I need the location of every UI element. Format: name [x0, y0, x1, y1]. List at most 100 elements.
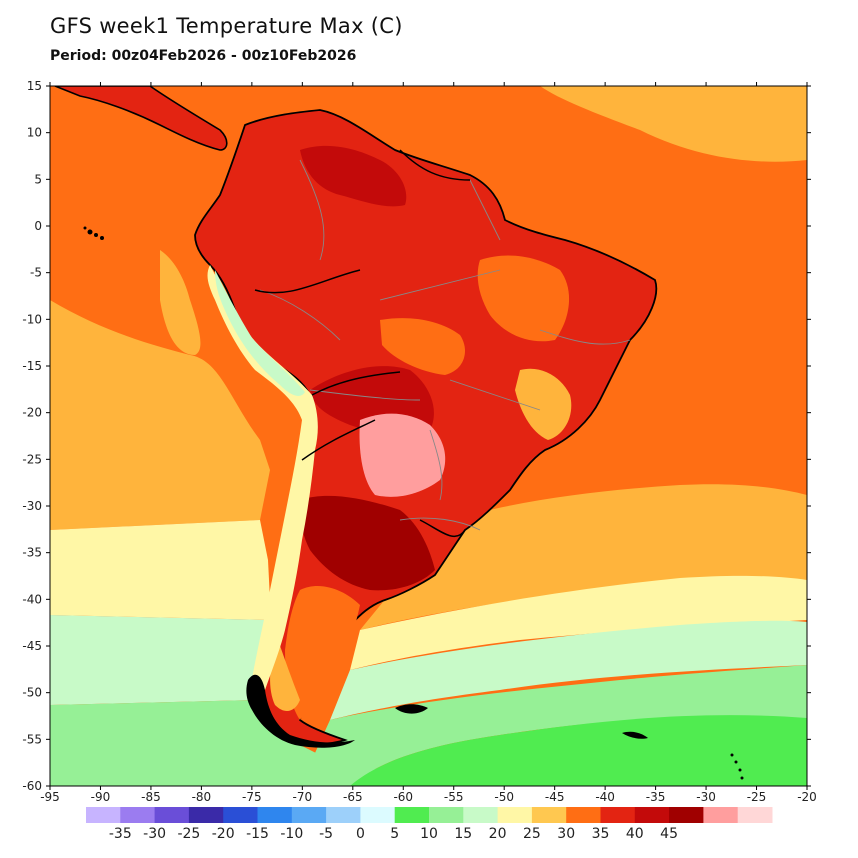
falkland-islands	[395, 704, 428, 714]
colorbar-swatch	[360, 807, 396, 823]
colorbar-labels: -35 -30 -25 -20 -15 -10 -5 0 5 10 15 20 25 30 35 40 45	[109, 826, 678, 842]
lon-tick-label: -70	[293, 790, 313, 804]
lon-tick-label: -90	[91, 790, 111, 804]
ocean-mild-pacific-patch	[160, 250, 201, 355]
lon-tick-label: -85	[141, 790, 161, 804]
colorbar-swatch	[291, 807, 327, 823]
colorbar-label: 40	[626, 826, 644, 842]
colorbar-label: -15	[246, 826, 269, 842]
lon-tick-label: -30	[696, 790, 716, 804]
colorbar-swatch	[223, 807, 258, 823]
mild-patch-brazil	[515, 368, 572, 440]
colorbar-label: 45	[660, 826, 678, 842]
lon-tick-label: -60	[393, 790, 413, 804]
map-title: GFS week1 Temperature Max (C)	[50, 14, 403, 38]
colorbar	[86, 807, 773, 823]
lon-tick-label: -45	[545, 790, 565, 804]
colorbar-label: 25	[523, 826, 541, 842]
colorbar-label: 20	[489, 826, 507, 842]
colorbar-label: 0	[356, 826, 365, 842]
lat-tick-label: -55	[22, 732, 42, 746]
ocean-cold-pacific	[50, 615, 270, 705]
map-field	[50, 86, 807, 786]
colorbar-swatch	[429, 807, 464, 823]
ocean-cool-pacific	[50, 520, 270, 620]
lat-tick-label: -20	[22, 406, 42, 420]
latitude-axis: 15 10 5 0 -5 -10 -15 -20 -25 -30 -35 -40 -45 -50 -55 -6…	[22, 79, 811, 793]
lat-tick-label: -50	[22, 686, 42, 700]
colorbar-swatch	[566, 807, 601, 823]
colorbar-swatch	[634, 807, 670, 823]
ocean-mild-north	[540, 86, 807, 162]
mild-patagonia	[270, 640, 300, 712]
ocean-colder-atlantic	[300, 665, 807, 786]
colorbar-swatch	[600, 807, 636, 823]
ocean-coldest	[350, 715, 807, 786]
colorbar-swatch	[394, 807, 430, 823]
colorbar-swatch	[257, 807, 293, 823]
colorbar-swatch	[120, 807, 156, 823]
galapagos-islands	[83, 226, 104, 240]
colorbar-swatch	[154, 807, 190, 823]
colorbar-swatch	[86, 807, 121, 823]
colorbar-label: -10	[280, 826, 303, 842]
lon-tick-label: -75	[242, 790, 262, 804]
colorbar-label: 10	[420, 826, 438, 842]
lon-tick-label: -25	[747, 790, 767, 804]
central-america	[54, 86, 228, 151]
andes-cool	[215, 270, 305, 396]
map-frame	[49, 85, 808, 787]
colorbar-label: -30	[143, 826, 166, 842]
lon-tick-label: -40	[595, 790, 615, 804]
lon-tick-label: -80	[192, 790, 212, 804]
lon-tick-label: -65	[343, 790, 363, 804]
lat-tick-label: -30	[22, 499, 42, 513]
lon-tick-label: -20	[797, 790, 817, 804]
lat-tick-label: 5	[34, 172, 42, 186]
colorbar-swatch	[188, 807, 224, 823]
colorbar-label: -5	[319, 826, 333, 842]
extreme-hot-paraguay	[359, 413, 446, 497]
colorbar-swatch	[531, 807, 567, 823]
colorbar-swatch	[669, 807, 704, 823]
warm-patch-bolivia	[380, 318, 465, 375]
lat-tick-label: -25	[22, 452, 42, 466]
tierra-del-fuego	[246, 674, 355, 748]
lat-tick-label: -45	[22, 639, 42, 653]
lat-tick-label: -40	[22, 592, 42, 606]
lat-tick-label: 10	[27, 126, 42, 140]
lon-tick-label: -55	[444, 790, 464, 804]
ocean-cold-atlantic	[330, 620, 807, 720]
lat-tick-label: -5	[30, 266, 42, 280]
colorbar-label: 15	[454, 826, 472, 842]
lon-tick-label: -35	[646, 790, 666, 804]
colorbar-swatch	[703, 807, 739, 823]
country-borders	[259, 159, 631, 531]
national-borders	[254, 149, 471, 537]
warm-patagonia	[285, 585, 360, 720]
colorbar-label: 5	[390, 826, 399, 842]
colorbar-label: -25	[177, 826, 200, 842]
lon-tick-label: -50	[494, 790, 514, 804]
warm-patch-brazil	[477, 255, 570, 342]
south-georgia-island	[622, 731, 648, 739]
south-sandwich-islands	[730, 753, 744, 780]
lon-tick-label: -95	[40, 790, 60, 804]
colorbar-label: 35	[592, 826, 610, 842]
longitude-axis: -95 -90 -85 -80 -75 -70 -65 -60 -55 -50 -45 -40 -35 -…	[40, 82, 817, 804]
lat-tick-label: -15	[22, 359, 42, 373]
colorbar-swatch	[463, 807, 499, 823]
map-subtitle: Period: 00z04Feb2026 - 00z10Feb2026	[50, 48, 357, 64]
colorbar-label: -35	[109, 826, 132, 842]
colorbar-swatch	[497, 807, 533, 823]
colorbar-label: 30	[557, 826, 575, 842]
lat-tick-label: -60	[22, 779, 42, 793]
lat-tick-label: 15	[27, 79, 42, 93]
colorbar-swatch	[326, 807, 361, 823]
colorbar-label: -20	[212, 826, 235, 842]
andes-mild	[207, 265, 318, 698]
lat-tick-label: -35	[22, 546, 42, 560]
ocean-cool-atlantic	[350, 575, 807, 670]
hot-area-venezuela	[300, 145, 407, 207]
